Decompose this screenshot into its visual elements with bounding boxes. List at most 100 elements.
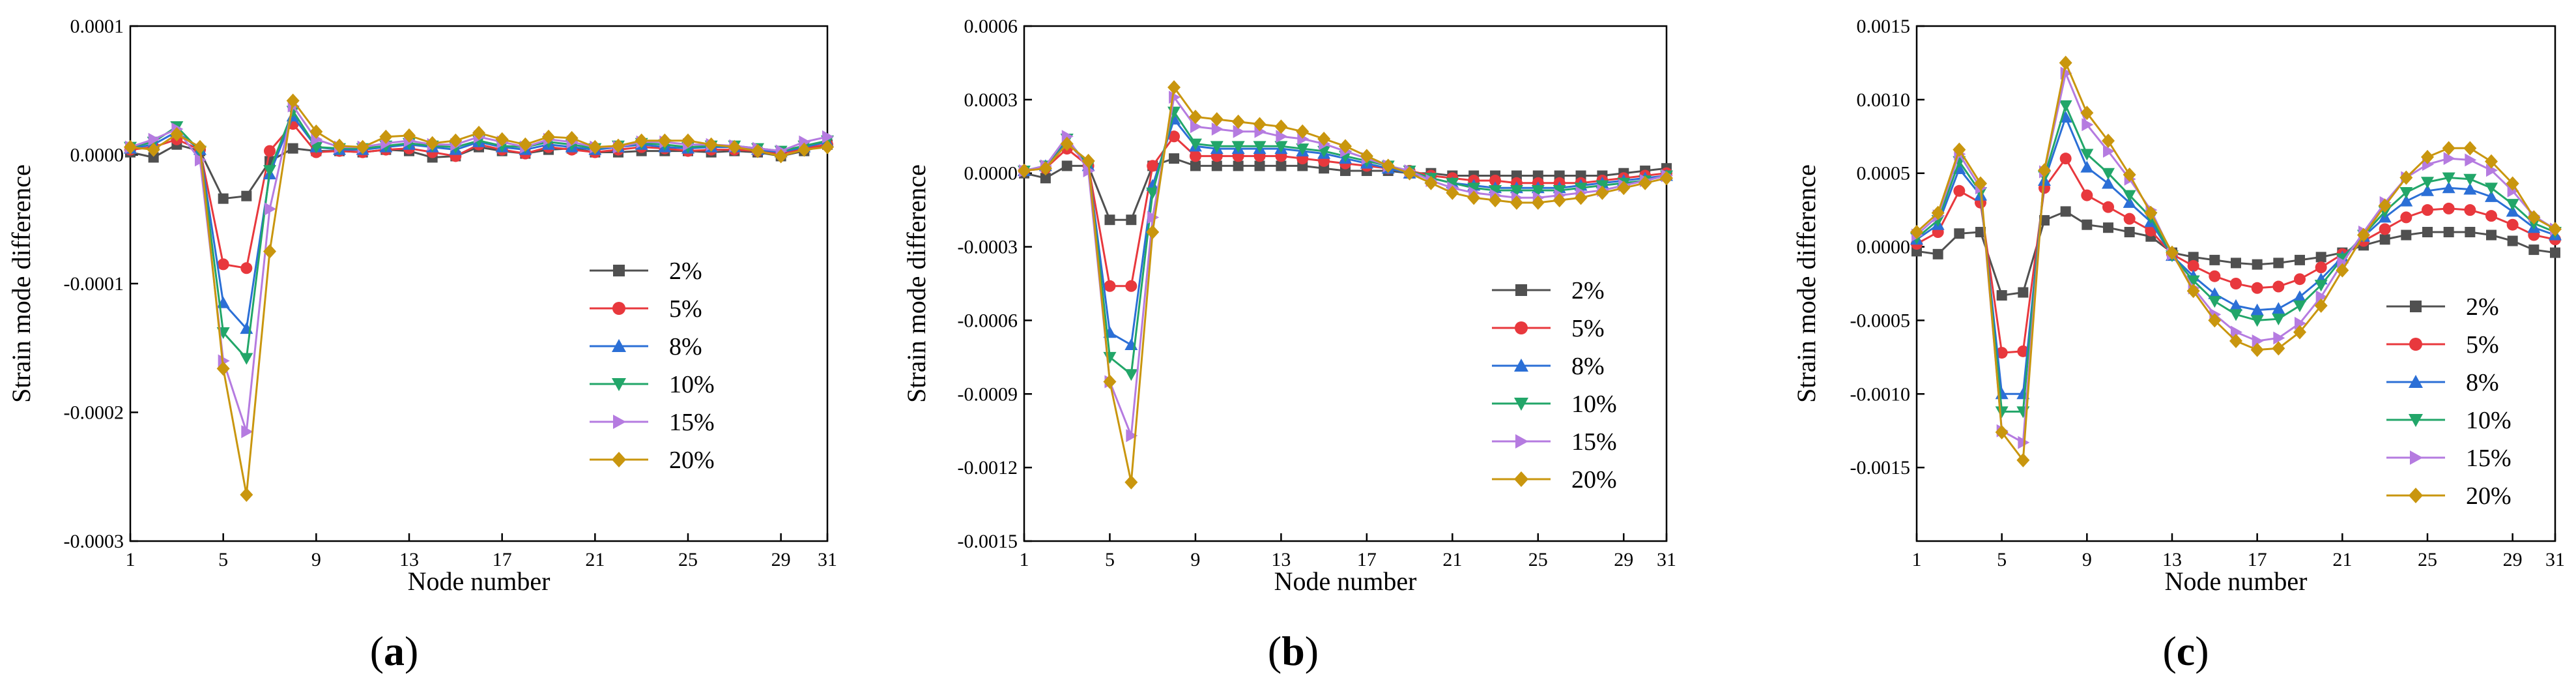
data-point — [1639, 175, 1652, 190]
data-point — [2059, 55, 2072, 70]
data-point — [1126, 429, 1138, 443]
series-5pct — [1911, 153, 2561, 359]
data-point — [1953, 142, 1966, 157]
data-point — [1974, 176, 1987, 191]
data-point — [1995, 424, 2009, 439]
legend-label: 15% — [1571, 428, 1617, 456]
legend-marker — [613, 415, 626, 429]
y-tick-label: -0.0006 — [958, 310, 1018, 331]
y-axis-title: Strain mode difference — [1792, 164, 1821, 403]
legend-marker — [2409, 414, 2423, 427]
x-tick-label: 17 — [1357, 549, 1377, 570]
data-point — [2506, 205, 2519, 217]
x-axis-title: Node number — [1274, 567, 1417, 596]
data-point — [2485, 154, 2498, 169]
data-point — [1553, 193, 1566, 208]
data-point — [1467, 190, 1481, 205]
data-point — [2186, 275, 2200, 288]
data-point — [2272, 280, 2285, 293]
data-point — [333, 138, 346, 153]
x-tick-label: 29 — [771, 549, 791, 570]
data-point — [2295, 254, 2305, 265]
data-point — [1104, 214, 1115, 226]
data-point — [1574, 183, 1588, 195]
data-point — [1146, 187, 1160, 199]
data-point — [2123, 196, 2136, 208]
data-point — [2229, 334, 2242, 349]
x-tick-label: 9 — [311, 549, 321, 570]
data-point — [2123, 213, 2136, 225]
data-point — [2550, 247, 2560, 258]
data-point — [309, 141, 323, 154]
legend-marker — [612, 452, 626, 467]
data-point — [2527, 210, 2541, 225]
data-point — [774, 149, 788, 164]
data-point — [2018, 287, 2029, 298]
x-tick-label: 5 — [1105, 549, 1115, 570]
data-point — [1531, 185, 1545, 198]
data-point — [241, 190, 252, 201]
y-tick-label: -0.0010 — [1850, 383, 1911, 405]
data-point — [147, 142, 160, 157]
data-point — [2421, 177, 2434, 189]
data-point — [1124, 369, 1138, 381]
data-point — [2336, 253, 2349, 265]
data-point — [1446, 177, 1459, 190]
data-point — [2166, 245, 2179, 260]
data-point — [2080, 160, 2094, 173]
series-line — [1916, 156, 2556, 354]
data-point — [2273, 258, 2284, 269]
data-point — [1276, 160, 1287, 171]
data-point — [1233, 125, 1245, 138]
data-point — [449, 133, 463, 148]
legend-label: 10% — [1571, 391, 1617, 418]
x-tick-label: 31 — [818, 549, 837, 570]
data-point — [2421, 184, 2434, 196]
x-tick-label: 25 — [2418, 549, 2437, 570]
data-point — [1596, 185, 1609, 200]
data-point — [2464, 204, 2476, 216]
data-point — [1424, 175, 1438, 190]
data-point — [472, 125, 485, 140]
data-point — [495, 132, 509, 147]
data-point — [2102, 177, 2115, 189]
data-point — [2506, 199, 2519, 211]
data-point — [1489, 185, 1502, 198]
data-point — [2293, 290, 2306, 302]
data-point — [1253, 117, 1267, 132]
data-point — [2506, 176, 2519, 191]
data-point — [2059, 100, 2072, 112]
plot-frame — [1915, 25, 2556, 542]
legend-label: 20% — [1571, 466, 1617, 494]
data-point — [1381, 158, 1395, 173]
data-point — [1190, 120, 1202, 134]
x-tick-label: 31 — [1657, 549, 1676, 570]
data-point — [2443, 152, 2455, 166]
y-tick-label: 0.0010 — [1857, 89, 1911, 111]
x-tick-label: 1 — [126, 549, 136, 570]
data-point — [2463, 173, 2477, 186]
x-tick-label: 29 — [2503, 549, 2523, 570]
data-point — [822, 130, 834, 143]
data-point — [2485, 210, 2497, 222]
legend-label: 15% — [669, 409, 715, 436]
data-point — [2272, 341, 2285, 356]
legend-marker — [2410, 450, 2423, 465]
data-point — [356, 140, 369, 155]
series-20pct — [1910, 55, 2562, 467]
y-tick-label: -0.0009 — [958, 383, 1018, 405]
data-point — [2399, 170, 2413, 185]
legend-marker — [2410, 301, 2422, 312]
data-point — [216, 361, 230, 376]
data-point — [2250, 315, 2264, 327]
data-point — [1169, 153, 1180, 164]
legend-marker — [1515, 284, 1527, 296]
data-point — [241, 425, 253, 439]
y-tick-label: 0.0000 — [964, 163, 1018, 184]
data-point — [1188, 110, 1202, 125]
data-point — [2421, 149, 2434, 164]
data-point — [1995, 406, 2009, 419]
legend-label: 2% — [2466, 293, 2499, 321]
x-tick-label: 5 — [218, 549, 228, 570]
data-point — [218, 193, 229, 204]
